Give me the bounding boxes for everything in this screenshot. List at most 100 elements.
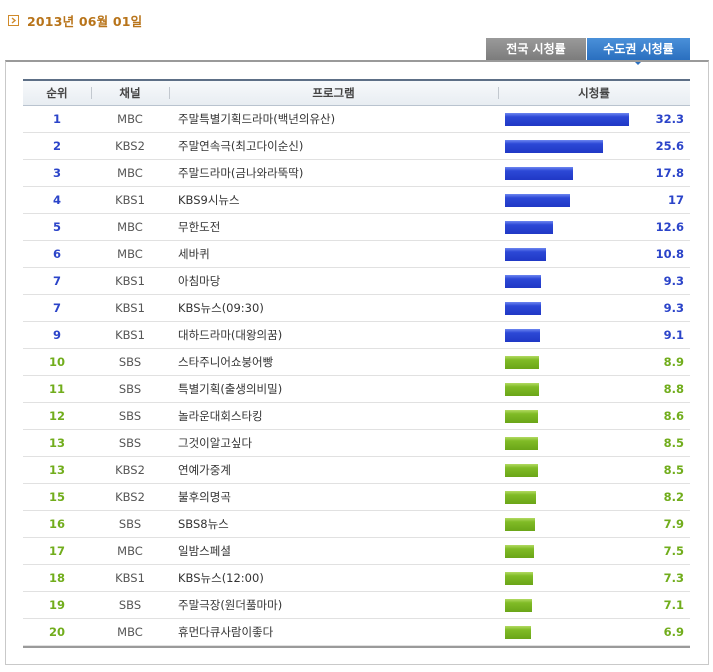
row-program: 놀라운대회스타킹 — [178, 409, 263, 423]
table-row: 5 MBC 무한도전 12.6 — [23, 214, 690, 241]
rating-bar — [505, 356, 539, 369]
row-channel: KBS1 — [115, 193, 145, 207]
rating-bar — [505, 248, 546, 261]
row-rank: 13 — [48, 436, 65, 450]
rating-value: 7.1 — [663, 598, 684, 612]
row-rating-cell: 7.9 — [498, 511, 690, 537]
row-rating-cell: 9.3 — [498, 295, 690, 321]
table-footer-line — [23, 646, 690, 648]
row-rating-cell: 32.3 — [498, 106, 690, 132]
row-rank: 17 — [48, 544, 65, 558]
rating-bar — [505, 140, 603, 153]
rating-bar — [505, 599, 532, 612]
row-channel: KBS1 — [115, 274, 145, 288]
header-rank: 순위 — [46, 86, 68, 100]
row-rating-cell: 9.1 — [498, 322, 690, 348]
header-rating: 시청률 — [498, 86, 690, 100]
rating-bar — [505, 626, 531, 639]
row-rating-cell: 12.6 — [498, 214, 690, 240]
row-channel: MBC — [117, 112, 143, 126]
rating-bar — [505, 302, 541, 315]
table-row: 7 KBS1 아침마당 9.3 — [23, 268, 690, 295]
row-program: 연예가중계 — [178, 463, 231, 477]
table-row: 12 SBS 놀라운대회스타킹 8.6 — [23, 403, 690, 430]
row-program: 주말드라마(금나와라뚝딱) — [178, 166, 304, 180]
row-channel: MBC — [117, 247, 143, 261]
ratings-table: 순위 채널 프로그램 시청률 1 MBC 주말특별기획드라마(백년의유산) 32.3 2… — [23, 79, 690, 648]
header-channel: 채널 — [91, 86, 169, 100]
row-program: 휴먼다큐사람이좋다 — [178, 625, 274, 639]
rating-bar — [505, 221, 553, 234]
row-program: 주말특별기획드라마(백년의유산) — [178, 112, 336, 126]
row-program: 특별기획(출생의비밀) — [178, 382, 283, 396]
tab-national-rating[interactable]: 전국 시청률 — [486, 38, 587, 60]
row-program: 불후의명곡 — [178, 490, 231, 504]
row-rank: 7 — [52, 274, 61, 288]
rating-bar — [505, 167, 573, 180]
row-rating-cell: 7.5 — [498, 538, 690, 564]
table-row: 18 KBS1 KBS뉴스(12:00) 7.3 — [23, 565, 690, 592]
row-program: 무한도전 — [178, 220, 221, 234]
table-row: 9 KBS1 대하드라마(대왕의꿈) 9.1 — [23, 322, 690, 349]
rating-bar — [505, 194, 570, 207]
row-rank: 10 — [48, 355, 65, 369]
rating-bar — [505, 329, 540, 342]
row-rating-cell: 7.3 — [498, 565, 690, 591]
row-program: 세바퀴 — [178, 247, 210, 261]
rating-value: 7.9 — [663, 517, 684, 531]
rating-value: 12.6 — [655, 220, 684, 234]
tab-metro-rating[interactable]: 수도권 시청률 — [587, 38, 690, 65]
rating-value: 10.8 — [655, 247, 684, 261]
row-rank: 15 — [48, 490, 65, 504]
row-channel: MBC — [117, 220, 143, 234]
row-rank: 6 — [52, 247, 61, 261]
table-row: 2 KBS2 주말연속극(최고다이순신) 25.6 — [23, 133, 690, 160]
row-rank: 12 — [48, 409, 65, 423]
row-rank: 19 — [48, 598, 65, 612]
table-row: 11 SBS 특별기획(출생의비밀) 8.8 — [23, 376, 690, 403]
table-row: 4 KBS1 KBS9시뉴스 17 — [23, 187, 690, 214]
row-program: 그것이알고싶다 — [178, 436, 253, 450]
row-program: 주말연속극(최고다이순신) — [178, 139, 304, 153]
table-row: 13 SBS 그것이알고싶다 8.5 — [23, 430, 690, 457]
row-rank: 2 — [52, 139, 61, 153]
row-channel: KBS1 — [115, 301, 145, 315]
rating-value: 17 — [667, 193, 684, 207]
date-label: 2013년 06월 01일 — [27, 13, 143, 29]
rating-bar — [505, 518, 535, 531]
row-channel: SBS — [118, 517, 142, 531]
row-rank: 18 — [48, 571, 65, 585]
row-channel: MBC — [117, 625, 143, 639]
rating-value: 8.5 — [663, 463, 684, 477]
row-program: KBS뉴스(12:00) — [178, 571, 264, 585]
row-rank: 5 — [52, 220, 61, 234]
row-channel: KBS2 — [115, 490, 145, 504]
row-rating-cell: 8.5 — [498, 430, 690, 456]
rating-value: 25.6 — [655, 139, 684, 153]
row-program: 스타주니어쇼붕어빵 — [178, 355, 274, 369]
row-rating-cell: 17 — [498, 187, 690, 213]
row-rank: 4 — [52, 193, 61, 207]
rating-tabs: 전국 시청률 수도권 시청률 — [486, 38, 690, 65]
row-rank: 20 — [48, 625, 65, 639]
row-program: 주말극장(원더풀마마) — [178, 598, 283, 612]
row-channel: SBS — [118, 436, 142, 450]
row-rank: 7 — [52, 301, 61, 315]
row-rating-cell: 6.9 — [498, 619, 690, 645]
rating-value: 7.5 — [663, 544, 684, 558]
row-channel: KBS1 — [115, 571, 145, 585]
rating-value: 7.3 — [663, 571, 684, 585]
row-channel: MBC — [117, 544, 143, 558]
row-program: KBS9시뉴스 — [178, 193, 240, 207]
row-rating-cell: 9.3 — [498, 268, 690, 294]
row-rating-cell: 8.2 — [498, 484, 690, 510]
rating-bar — [505, 437, 538, 450]
table-row: 6 MBC 세바퀴 10.8 — [23, 241, 690, 268]
table-row: 15 KBS2 불후의명곡 8.2 — [23, 484, 690, 511]
row-channel: KBS2 — [115, 463, 145, 477]
ratings-panel: 순위 채널 프로그램 시청률 1 MBC 주말특별기획드라마(백년의유산) 32.3 2… — [5, 60, 709, 665]
row-channel: SBS — [118, 355, 142, 369]
table-body: 1 MBC 주말특별기획드라마(백년의유산) 32.3 2 KBS2 주말연속극(최고다이순… — [23, 106, 690, 646]
header-program: 프로그램 — [169, 86, 498, 100]
row-rating-cell: 8.6 — [498, 403, 690, 429]
